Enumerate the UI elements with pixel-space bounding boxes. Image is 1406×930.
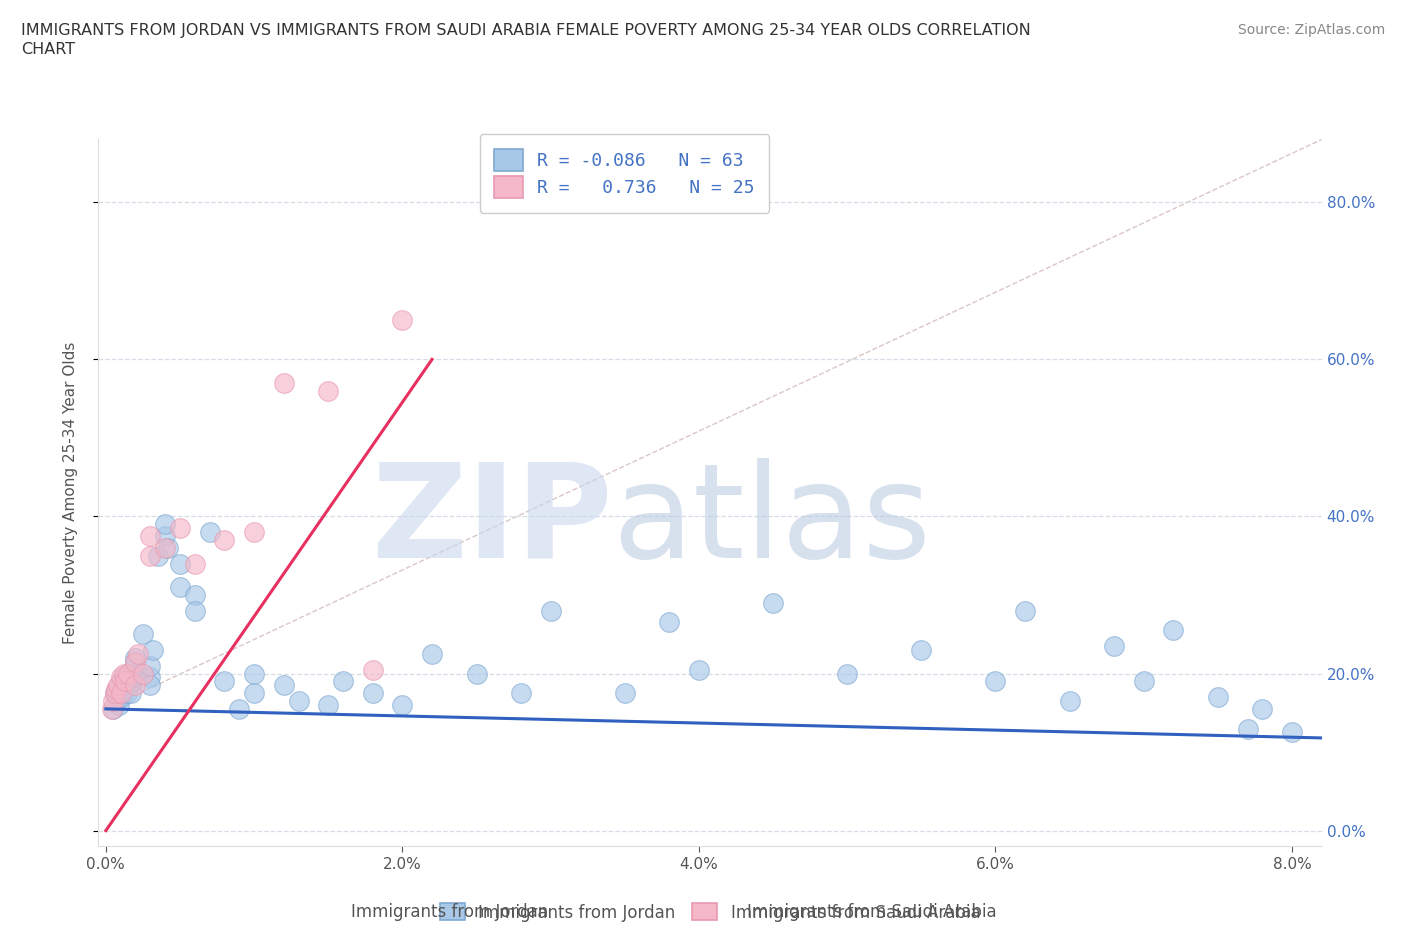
Point [110, 674, 132, 689]
Point [127, 666, 149, 681]
Point [118, 670, 141, 684]
Point [139, 549, 162, 564]
Point [110, 670, 132, 684]
Point [139, 528, 162, 543]
Point [184, 604, 207, 618]
Text: atlas: atlas [612, 458, 931, 585]
Point [243, 525, 266, 539]
Point [688, 662, 710, 677]
Point [117, 666, 139, 681]
Point [1014, 604, 1036, 618]
Point [169, 521, 191, 536]
Point [1132, 674, 1154, 689]
Text: Source: ZipAtlas.com: Source: ZipAtlas.com [1237, 23, 1385, 37]
Point [157, 540, 180, 555]
Point [837, 666, 859, 681]
Point [108, 698, 131, 712]
Point [169, 579, 191, 594]
Point [465, 666, 488, 681]
Point [112, 666, 135, 681]
Point [214, 674, 236, 689]
Point [146, 549, 169, 564]
Point [114, 674, 136, 689]
Point [153, 540, 176, 555]
Point [107, 678, 129, 693]
Point [139, 678, 162, 693]
Text: CHART: CHART [21, 42, 75, 57]
Point [1206, 690, 1229, 705]
Point [273, 678, 295, 693]
Point [103, 694, 125, 709]
Point [153, 517, 176, 532]
Point [316, 698, 339, 712]
Point [114, 678, 136, 693]
Point [1102, 639, 1125, 654]
Point [1251, 701, 1274, 716]
Point [110, 685, 132, 700]
Point [361, 685, 384, 700]
Point [243, 685, 266, 700]
Point [124, 655, 146, 670]
Point [124, 670, 146, 684]
Point [103, 701, 125, 716]
Point [198, 525, 221, 539]
Point [139, 670, 162, 684]
Point [105, 682, 128, 697]
Point [316, 383, 339, 398]
Point [100, 701, 122, 716]
Point [332, 674, 354, 689]
Point [110, 690, 132, 705]
Point [510, 685, 533, 700]
Point [120, 685, 142, 700]
Point [243, 666, 266, 681]
Point [762, 595, 785, 610]
Text: Immigrants from Jordan: Immigrants from Jordan [352, 903, 548, 921]
Point [1236, 721, 1258, 736]
Point [1281, 725, 1303, 740]
Point [124, 655, 146, 670]
Point [273, 376, 295, 391]
Point [910, 643, 932, 658]
Point [117, 666, 139, 681]
Point [420, 646, 443, 661]
Point [132, 627, 155, 642]
Point [391, 312, 413, 327]
Point [139, 658, 162, 673]
Point [121, 674, 143, 689]
Point [184, 556, 207, 571]
Point [984, 674, 1007, 689]
Point [153, 528, 176, 543]
Point [1163, 623, 1185, 638]
Point [104, 685, 127, 700]
Legend: Immigrants from Jordan, Immigrants from Saudi Arabia: Immigrants from Jordan, Immigrants from … [432, 895, 988, 930]
Point [132, 666, 155, 681]
Point [287, 694, 309, 709]
Point [124, 678, 146, 693]
Point [540, 604, 562, 618]
Point [228, 701, 250, 716]
Point [127, 646, 149, 661]
Point [104, 685, 127, 700]
Text: IMMIGRANTS FROM JORDAN VS IMMIGRANTS FROM SAUDI ARABIA FEMALE POVERTY AMONG 25-3: IMMIGRANTS FROM JORDAN VS IMMIGRANTS FRO… [21, 23, 1031, 38]
Point [105, 694, 128, 709]
Point [658, 615, 681, 630]
Point [112, 670, 135, 684]
Point [110, 682, 132, 697]
Point [613, 685, 636, 700]
Point [115, 685, 138, 700]
Point [124, 650, 146, 665]
Text: ZIP: ZIP [371, 458, 612, 585]
Y-axis label: Female Poverty Among 25-34 Year Olds: Female Poverty Among 25-34 Year Olds [63, 341, 77, 644]
Point [184, 588, 207, 603]
Point [142, 643, 165, 658]
Point [214, 533, 236, 548]
Point [391, 698, 413, 712]
Point [1059, 694, 1081, 709]
Text: Immigrants from Saudi Arabia: Immigrants from Saudi Arabia [747, 903, 997, 921]
Point [361, 662, 384, 677]
Point [107, 690, 129, 705]
Point [169, 556, 191, 571]
